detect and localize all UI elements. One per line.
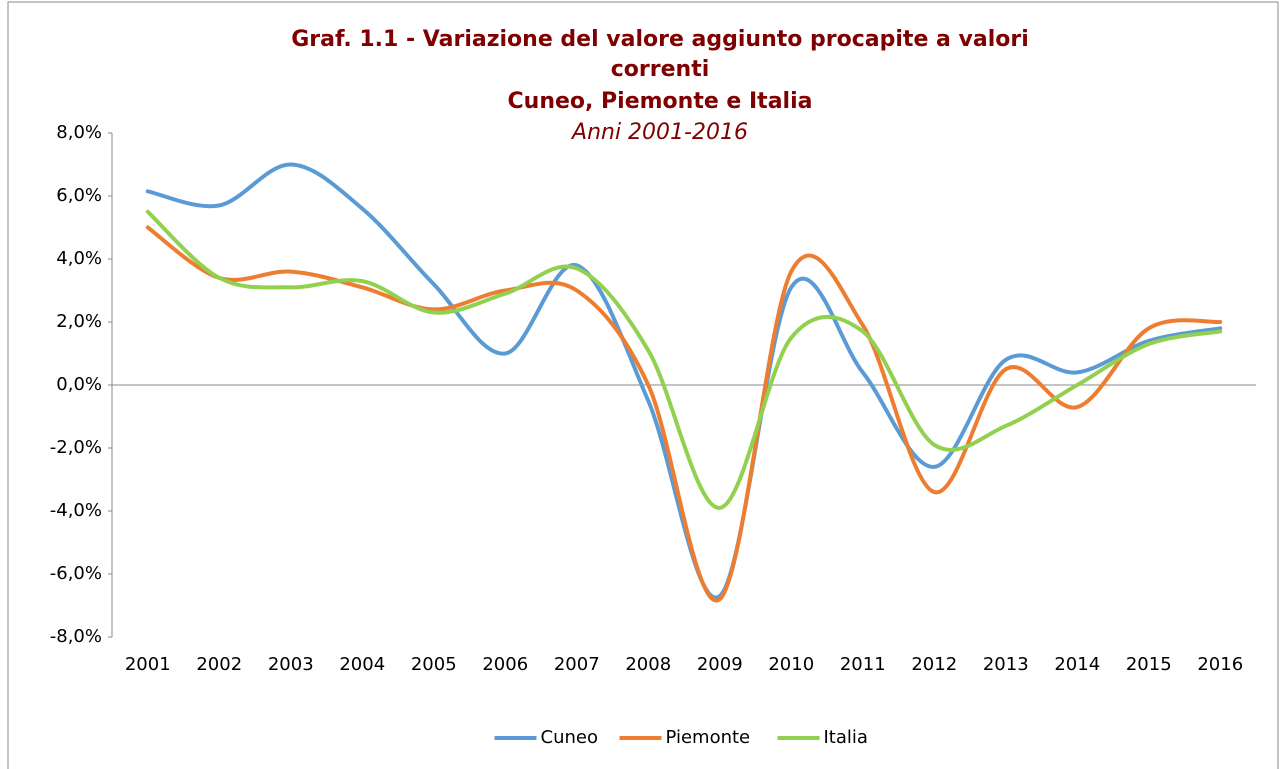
line-series	[145, 225, 1223, 603]
x-tick-label: 2013	[983, 654, 1029, 675]
y-tick-label: -8,0%	[50, 626, 102, 647]
line-series	[145, 209, 1223, 510]
y-tick-label: -6,0%	[50, 563, 102, 584]
chart-title: Cuneo, Piemonte e Italia	[508, 89, 813, 114]
y-tick-label: -4,0%	[50, 500, 102, 521]
legend-label: Piemonte	[666, 727, 751, 748]
chart-title: correnti	[611, 57, 710, 82]
x-tick-label: 2015	[1126, 654, 1172, 675]
y-tick-label: 6,0%	[56, 185, 102, 206]
x-tick-label: 2005	[411, 654, 457, 675]
legend-label: Cuneo	[541, 727, 598, 748]
x-tick-label: 2007	[554, 654, 600, 675]
y-tick-label: 8,0%	[56, 122, 102, 143]
x-tick-label: 2012	[911, 654, 957, 675]
x-tick-label: 2011	[840, 654, 886, 675]
x-tick-label: 2009	[697, 654, 743, 675]
x-tick-label: 2002	[196, 654, 242, 675]
chart-title: Graf. 1.1 - Variazione del valore aggiun…	[291, 27, 1029, 52]
chart-subtitle: Anni 2001-2016	[570, 120, 748, 145]
x-tick-label: 2016	[1197, 654, 1243, 675]
legend-label: Italia	[824, 727, 868, 748]
x-tick-label: 2004	[339, 654, 385, 675]
y-tick-label: 0,0%	[56, 374, 102, 395]
x-tick-label: 2010	[768, 654, 814, 675]
y-tick-label: -2,0%	[50, 437, 102, 458]
y-tick-label: 4,0%	[56, 248, 102, 269]
x-tick-label: 2003	[268, 654, 314, 675]
x-tick-label: 2001	[125, 654, 171, 675]
x-tick-label: 2006	[482, 654, 528, 675]
y-tick-label: 2,0%	[56, 311, 102, 332]
x-tick-label: 2014	[1054, 654, 1100, 675]
x-tick-label: 2008	[625, 654, 671, 675]
